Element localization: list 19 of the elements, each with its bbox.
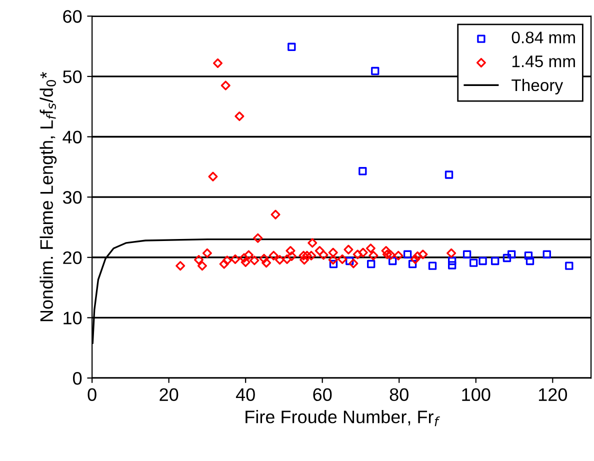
y-tick-label: 50 (62, 70, 82, 84)
legend-label: 0.84 mm (512, 32, 575, 44)
y-tick-label: 0 (73, 372, 82, 385)
x-tick-label: 80 (390, 388, 408, 402)
y-axis-title: Nondim. Flame Length, L$_{f}$f$_{s}$/d$_{0}$* (40, 72, 57, 322)
y-tick-label: 60 (63, 10, 82, 23)
y-tick-label: 20 (63, 251, 82, 264)
y-tick-label: 30 (62, 191, 82, 204)
y-tick-label: 10 (64, 312, 82, 324)
x-tick-label: 120 (538, 388, 568, 402)
legend-label: 1.45 mm (512, 56, 575, 68)
x-tick-label: 0 (88, 388, 96, 402)
x-tick-label: 40 (236, 388, 255, 402)
x-tick-label: 100 (462, 388, 490, 402)
y-tick-label: 40 (62, 130, 82, 144)
legend-label: Theory (512, 78, 564, 94)
x-tick-label: 20 (160, 388, 178, 402)
x-tick-label: 60 (313, 388, 332, 402)
x-axis-title: Fire Froude Number, Fr$_{f}$ (246, 410, 440, 426)
